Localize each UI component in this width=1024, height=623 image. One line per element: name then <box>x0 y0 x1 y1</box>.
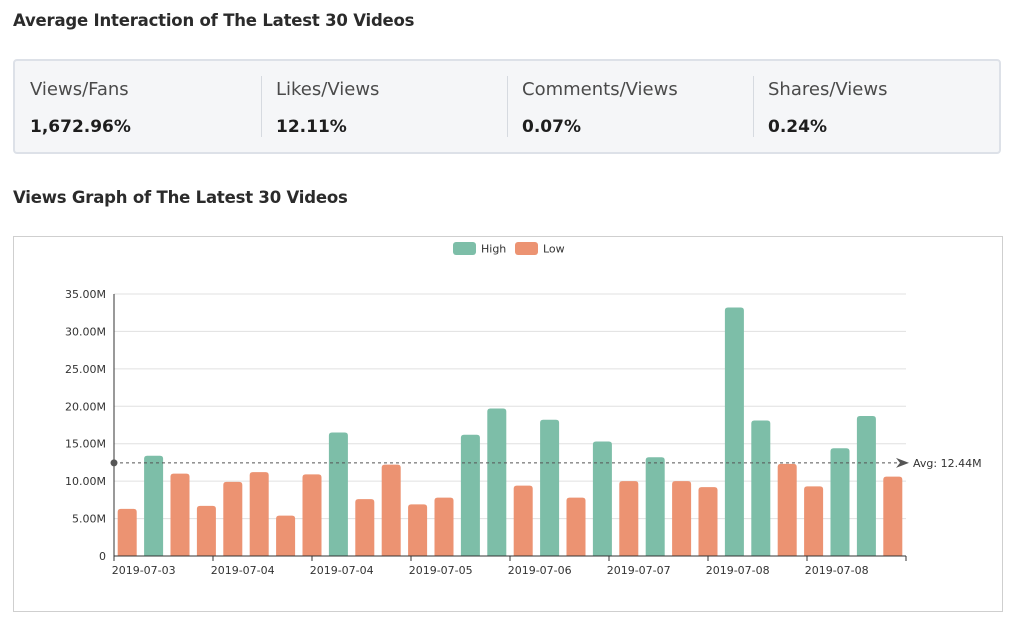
bar-high <box>724 307 744 556</box>
bar-high <box>144 455 164 556</box>
x-tick-label: 2019-07-03 <box>112 564 176 577</box>
y-tick-label: 30.00M <box>65 325 106 338</box>
chart-average-markline: Avg: 12.44M <box>110 457 982 470</box>
chart-bars <box>117 307 903 556</box>
stat-label: Likes/Views <box>276 79 380 100</box>
chart-legend[interactable]: High Low <box>453 242 565 256</box>
bar-low <box>355 499 375 556</box>
bar-high <box>830 448 850 556</box>
y-tick-label: 5.00M <box>72 513 106 526</box>
stat-label: Comments/Views <box>522 79 678 100</box>
bar-low <box>223 481 243 556</box>
bar-low <box>804 486 824 556</box>
bar-low <box>249 472 269 556</box>
y-tick-label: 20.00M <box>65 400 106 413</box>
y-tick-label: 10.00M <box>65 475 106 488</box>
interaction-section-title: Average Interaction of The Latest 30 Vid… <box>13 11 415 30</box>
bar-low <box>117 508 137 556</box>
stat-comments-views: Comments/Views 0.07% <box>507 61 753 152</box>
bar-high <box>460 434 480 556</box>
x-tick-label: 2019-07-04 <box>211 564 275 577</box>
views-bar-chart: High Low 0 5.00M 10.00M 15.00M 20.00M 25.00M 30… <box>65 242 982 577</box>
bar-low <box>883 476 903 556</box>
bar-high <box>540 419 560 556</box>
stat-shares-views: Shares/Views 0.24% <box>753 61 999 152</box>
legend-swatch-high <box>453 242 476 255</box>
average-line-arrow <box>896 457 909 468</box>
bar-high <box>856 416 876 556</box>
chart-x-axis: 2019-07-03 2019-07-04 2019-07-04 2019-07-05… <box>112 555 907 577</box>
y-tick-label: 25.00M <box>65 363 106 376</box>
x-tick-label: 2019-07-04 <box>310 564 374 577</box>
views-graph-section-title: Views Graph of The Latest 30 Videos <box>13 188 348 207</box>
x-tick-label: 2019-07-08 <box>706 564 770 577</box>
interaction-stats-card: Views/Fans 1,672.96% Likes/Views 12.11% … <box>13 59 1001 154</box>
legend-item-low[interactable]: Low <box>515 242 565 256</box>
bar-low <box>408 504 428 556</box>
bar-low <box>276 515 296 556</box>
bar-low <box>170 473 190 556</box>
stat-value: 0.24% <box>768 117 827 137</box>
y-tick-label: 35.00M <box>65 288 106 301</box>
bar-low <box>381 464 401 556</box>
bar-low <box>513 485 533 556</box>
y-tick-label: 0 <box>99 550 106 563</box>
bar-high <box>645 457 665 556</box>
bar-low <box>566 497 586 556</box>
stat-views-fans: Views/Fans 1,672.96% <box>15 61 261 152</box>
bar-low <box>619 481 639 556</box>
legend-label-high: High <box>481 243 506 256</box>
average-line-start-dot <box>110 459 118 467</box>
average-label: Avg: 12.44M <box>913 457 982 470</box>
legend-label-low: Low <box>543 243 565 256</box>
bar-high <box>592 441 612 556</box>
bar-low <box>698 487 718 556</box>
bar-low <box>302 474 322 556</box>
stat-value: 1,672.96% <box>30 117 131 137</box>
bar-low <box>777 463 797 556</box>
x-tick-label: 2019-07-08 <box>805 564 869 577</box>
x-tick-label: 2019-07-06 <box>508 564 572 577</box>
x-tick-label: 2019-07-05 <box>409 564 473 577</box>
chart-y-axis: 0 5.00M 10.00M 15.00M 20.00M 25.00M 30.00M 35.0… <box>65 288 115 563</box>
bar-low <box>434 497 454 556</box>
stat-label: Views/Fans <box>30 79 129 100</box>
bar-low <box>196 505 216 556</box>
stat-value: 12.11% <box>276 117 347 137</box>
stat-likes-views: Likes/Views 12.11% <box>261 61 507 152</box>
x-tick-label: 2019-07-07 <box>607 564 671 577</box>
stat-value: 0.07% <box>522 117 581 137</box>
bar-high <box>487 408 507 556</box>
bar-high <box>751 420 771 556</box>
stat-label: Shares/Views <box>768 79 888 100</box>
y-tick-label: 15.00M <box>65 438 106 451</box>
views-chart-container: High Low 0 5.00M 10.00M 15.00M 20.00M 25.00M 30… <box>13 236 1003 612</box>
bar-low <box>672 481 692 556</box>
chart-gridlines <box>114 293 906 520</box>
legend-item-high[interactable]: High <box>453 242 506 256</box>
legend-swatch-low <box>515 242 538 255</box>
bar-high <box>328 432 348 556</box>
